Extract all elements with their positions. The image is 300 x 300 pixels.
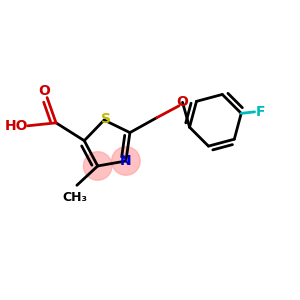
Text: CH₃: CH₃ (62, 190, 87, 204)
Text: O: O (38, 84, 50, 98)
Text: HO: HO (5, 119, 28, 133)
Circle shape (83, 152, 112, 180)
Text: F: F (256, 105, 265, 119)
Text: N: N (120, 154, 132, 168)
Text: O: O (177, 95, 188, 109)
Text: S: S (100, 112, 111, 126)
Circle shape (112, 147, 140, 175)
